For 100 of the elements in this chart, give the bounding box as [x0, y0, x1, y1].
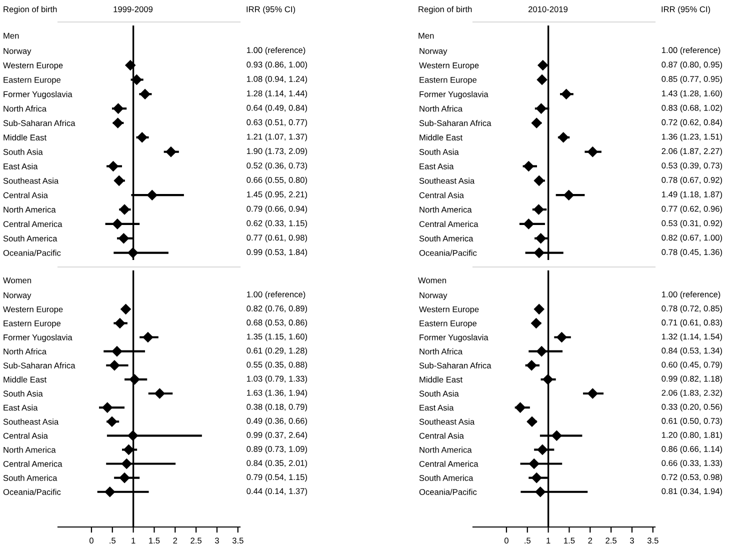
data-label: 1.03 (0.79, 1.33): [247, 376, 308, 384]
x-tick-label: 1: [546, 538, 550, 544]
y-tick-label: South America: [419, 474, 474, 481]
y-tick-label: North America: [420, 206, 472, 213]
y-tick-label: Oceania/Pacific: [3, 250, 61, 256]
data-label: 1.21 (1.07, 1.37): [247, 134, 308, 142]
data-label: 1.49 (1.18, 1.87): [662, 191, 722, 199]
y-tick-label: Norway: [420, 48, 448, 56]
data-label: 0.77 (0.61, 0.98): [246, 234, 308, 242]
data-label: 0.84 (0.35, 2.01): [246, 460, 308, 468]
y-tick-label: Central Asia: [419, 432, 464, 439]
data-label: 1.63 (1.36, 1.94): [247, 390, 308, 398]
y-tick-label: Oceania/Pacific: [419, 250, 477, 256]
data-label: 0.99 (0.82, 1.18): [662, 376, 722, 384]
data-label: 1.36 (1.23, 1.51): [662, 134, 722, 142]
x-tick-label: 0: [89, 538, 94, 544]
y-tick-label: South Asia: [419, 390, 459, 397]
data-label: 0.53 (0.31, 0.92): [662, 220, 722, 228]
data-label: 0.83 (0.68, 1.02): [662, 104, 722, 112]
x-tick-label: 3: [214, 538, 219, 544]
data-label: 0.66 (0.33, 1.33): [662, 460, 722, 468]
y-tick-label: Former Yugoslavia: [4, 91, 72, 99]
x-tick-label: 0: [504, 538, 508, 544]
data-label: 0.68 (0.53, 0.86): [246, 319, 308, 328]
data-label: 0.66 (0.55, 0.80): [246, 176, 308, 185]
y-tick-label: Former Yugoslavia: [420, 91, 488, 99]
chart-subtitle: Women: [418, 277, 446, 284]
data-label: 0.72 (0.53, 0.98): [662, 474, 722, 482]
chart-subtitle: Women: [3, 277, 32, 284]
y-axis-title: Region of birth: [418, 6, 472, 14]
data-label: 1.35 (1.15, 1.60): [247, 333, 308, 342]
text: 1.00 (reference): [662, 291, 720, 299]
data-label: 0.77 (0.62, 0.96): [662, 206, 722, 214]
data-label: 0.78 (0.72, 0.85): [662, 305, 722, 314]
y-tick-label: Western Europe: [3, 62, 63, 70]
x-tick-label: 1: [132, 538, 136, 544]
y-tick-label: Middle East: [4, 134, 46, 140]
x-tick-label: 2: [173, 538, 178, 544]
y-tick-label: North America: [4, 446, 56, 453]
y-tick-label: East Asia: [420, 163, 454, 170]
data-label: 0.33 (0.20, 0.56): [662, 404, 722, 412]
y-tick-label: South Asia: [3, 148, 43, 155]
y-tick-label: Sub-Saharan Africa: [419, 120, 492, 126]
text: Men: [418, 32, 434, 39]
text: IRR (95% CI): [246, 6, 296, 14]
y-tick-label: East Asia: [4, 404, 38, 411]
text: IRR (95% CI): [662, 6, 710, 14]
data-label: 0.44 (0.14, 1.37): [246, 488, 308, 496]
data-label: 0.49 (0.36, 0.66): [246, 418, 308, 426]
data-label: 0.62 (0.33, 1.15): [246, 220, 308, 228]
y-tick-label: South America: [3, 474, 58, 481]
y-tick-label: Central America: [419, 460, 478, 467]
x-tick-label: 2: [588, 538, 592, 544]
data-label: 1.43 (1.28, 1.60): [662, 90, 722, 98]
data-label: 0.87 (0.80, 0.95): [662, 61, 722, 70]
y-tick-label: Sub-Saharan Africa: [419, 362, 492, 368]
data-label: 0.85 (0.77, 0.95): [662, 76, 722, 84]
y-tick-label: Southeast Asia: [419, 418, 475, 425]
data-label: 0.72 (0.62, 0.84): [662, 119, 722, 127]
data-label: 0.52 (0.36, 0.73): [246, 162, 308, 170]
y-tick-label: Norway: [4, 48, 32, 56]
y-tick-label: Central America: [3, 220, 62, 228]
y-tick-label: Southeast Asia: [3, 418, 59, 425]
y-tick-label: Former Yugoslavia: [4, 334, 72, 342]
data-label: 0.99 (0.37, 2.64): [246, 432, 308, 440]
text: Men: [4, 32, 19, 39]
y-tick-label: Oceania/Pacific: [3, 488, 61, 495]
data-label: 0.89 (0.73, 1.09): [246, 446, 308, 454]
y-tick-label: Sub-Saharan Africa: [3, 120, 76, 126]
x-tick-label: 3: [630, 538, 634, 544]
data-label: 1.08 (0.94, 1.24): [247, 76, 308, 84]
y-axis-title: Region of birth: [4, 6, 57, 14]
data-label: 1.45 (0.95, 2.21): [247, 191, 308, 199]
x-tick-label: 3.5: [232, 538, 244, 544]
data-label: 0.38 (0.18, 0.79): [246, 404, 308, 412]
y-tick-label: Middle East: [420, 376, 462, 383]
y-tick-label: North Africa: [4, 348, 47, 354]
data-label: 0.82 (0.67, 1.00): [662, 234, 722, 242]
y-tick-label: North America: [4, 206, 56, 213]
data-label: 0.60 (0.45, 0.79): [662, 361, 722, 370]
data-label: 0.53 (0.39, 0.73): [662, 162, 722, 170]
y-tick-label: Norway: [420, 292, 448, 300]
y-tick-label: East Asia: [4, 163, 38, 170]
y-tick-label: Central Asia: [3, 432, 48, 439]
data-label: 2.06 (1.83, 2.32): [662, 390, 722, 398]
text: 1.00 (reference): [247, 291, 306, 299]
y-tick-label: Eastern Europe: [420, 76, 477, 84]
x-tick-label: 1.5: [149, 538, 160, 544]
data-label: 1.28 (1.14, 1.44): [247, 90, 308, 98]
data-label: 0.93 (0.86, 1.00): [246, 61, 308, 70]
data-label: 1.90 (1.73, 2.09): [247, 148, 308, 156]
y-tick-label: Central Asia: [419, 192, 464, 198]
x-tick-label: 2.5: [606, 538, 617, 544]
data-label: 0.61 (0.29, 1.28): [246, 347, 308, 356]
y-tick-label: South Asia: [3, 390, 43, 397]
y-tick-label: Eastern Europe: [4, 76, 61, 84]
y-tick-label: Southeast Asia: [419, 178, 475, 184]
data-label: 1.20 (0.80, 1.81): [662, 432, 722, 440]
data-label: 0.78 (0.45, 1.36): [662, 248, 722, 257]
y-tick-label: Eastern Europe: [420, 320, 477, 328]
